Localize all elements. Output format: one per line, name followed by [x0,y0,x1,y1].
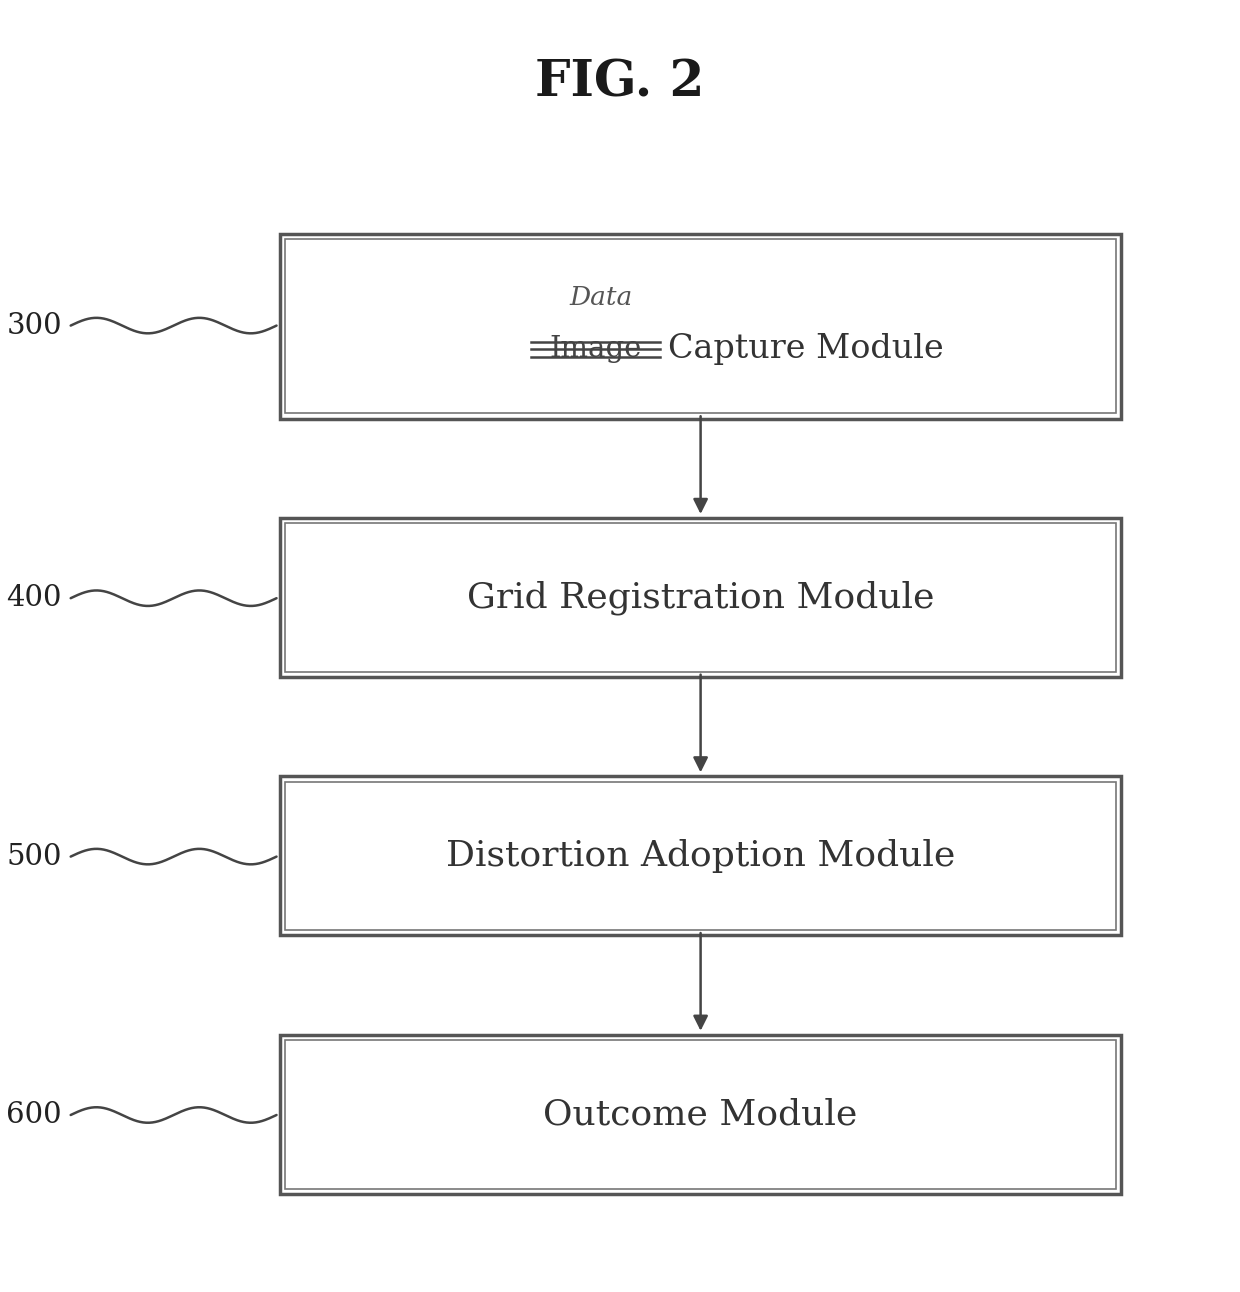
Bar [285,1040,1116,1189]
Text: 300: 300 [6,311,62,340]
Bar [280,1035,1121,1194]
Text: Outcome Module: Outcome Module [543,1097,858,1132]
Text: 400: 400 [6,584,62,612]
Text: Image: Image [549,336,641,363]
Text: 500: 500 [6,842,62,871]
Text: Distortion Adoption Module: Distortion Adoption Module [446,839,955,873]
Bar [280,234,1121,419]
Text: Grid Registration Module: Grid Registration Module [466,580,935,615]
Bar [285,239,1116,413]
Text: Capture Module: Capture Module [668,333,944,366]
Bar [285,782,1116,930]
Bar [285,523,1116,672]
Text: FIG. 2: FIG. 2 [536,58,704,107]
Text: 600: 600 [6,1101,62,1129]
Bar [280,776,1121,935]
Text: Data: Data [569,286,634,310]
Bar [280,518,1121,677]
